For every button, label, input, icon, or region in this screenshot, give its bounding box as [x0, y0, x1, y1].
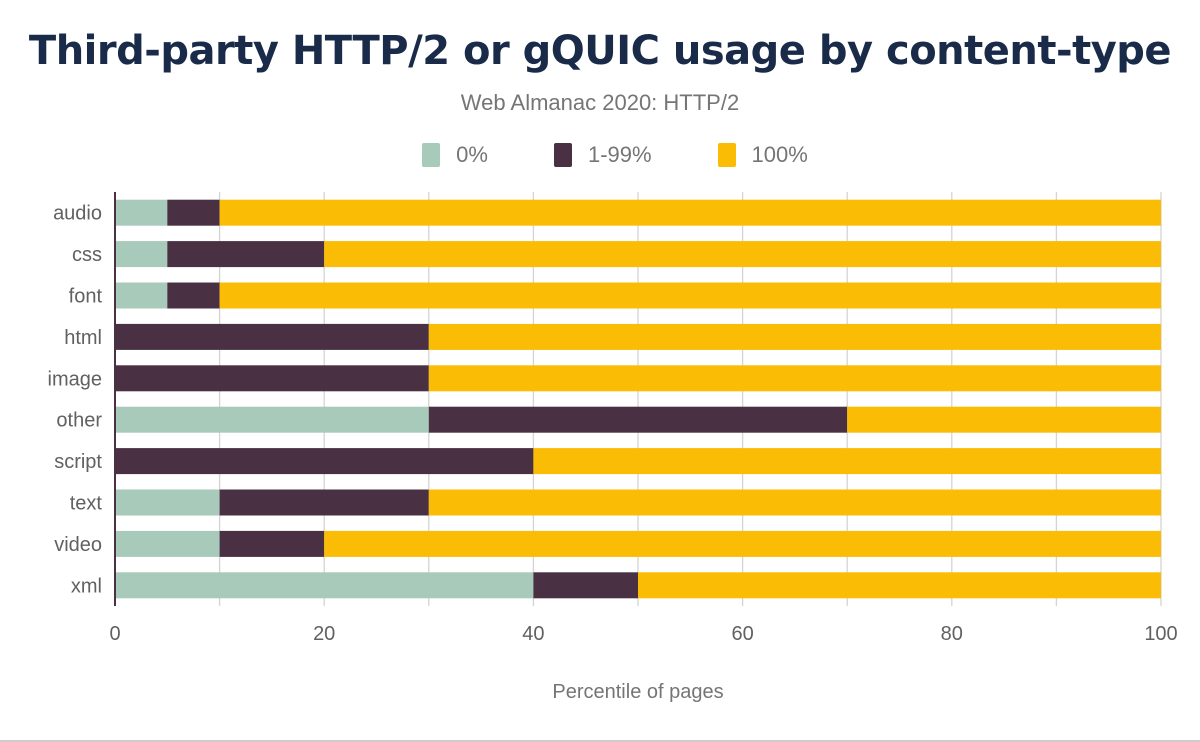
bar-font-0 — [115, 282, 168, 309]
category-label: audio — [53, 203, 102, 225]
bar-html-1 — [115, 323, 429, 350]
bar-video-2 — [324, 530, 1161, 557]
category-label: script — [54, 451, 102, 473]
category-label: xml — [71, 575, 102, 597]
category-label: css — [72, 244, 102, 266]
legend-swatch — [553, 143, 572, 167]
bar-font-2 — [219, 282, 1162, 309]
bar-other-0 — [115, 406, 429, 433]
legend-swatch — [422, 143, 441, 167]
bar-css-1 — [167, 241, 325, 268]
bar-other-1 — [428, 406, 848, 433]
bar-xml-1 — [533, 572, 638, 599]
legend-item[interactable]: 100% — [717, 142, 808, 168]
category-label: html — [64, 327, 102, 349]
category-label: text — [70, 493, 103, 515]
legend-label: 100% — [751, 142, 808, 167]
bar-text-1 — [219, 489, 429, 516]
category-label: image — [48, 368, 102, 390]
bar-text-2 — [428, 489, 1161, 516]
category-label: video — [54, 534, 102, 556]
bar-video-1 — [219, 530, 325, 557]
bar-audio-2 — [219, 199, 1162, 226]
legend-label: 0% — [456, 142, 488, 167]
x-tick-label: 20 — [313, 623, 335, 645]
bar-text-0 — [115, 489, 220, 516]
x-tick-label: 80 — [941, 623, 963, 645]
legend-swatch — [717, 143, 736, 167]
chart-subtitle: Web Almanac 2020: HTTP/2 — [460, 90, 740, 115]
x-tick-label: 100 — [1144, 623, 1177, 645]
bar-image-2 — [428, 365, 1161, 392]
legend-label: 1-99% — [587, 142, 652, 167]
bar-css-2 — [324, 241, 1161, 268]
bar-script-2 — [533, 448, 1161, 475]
x-tick-label: 60 — [731, 623, 753, 645]
x-tick-label: 40 — [522, 623, 544, 645]
legend-item[interactable]: 0% — [422, 142, 488, 168]
bar-xml-2 — [638, 572, 1161, 599]
bar-css-0 — [115, 241, 168, 268]
legend: 0% 1-99% 100% — [0, 142, 1200, 168]
bar-video-0 — [115, 530, 220, 557]
legend-item[interactable]: 1-99% — [553, 142, 652, 168]
chart-title: Third-party HTTP/2 or gQUIC usage by con… — [28, 28, 1172, 74]
x-tick-label: 0 — [109, 623, 120, 645]
bar-image-1 — [115, 365, 429, 392]
bar-script-1 — [115, 448, 534, 475]
bar-other-2 — [847, 406, 1161, 433]
bar-xml-0 — [115, 572, 534, 599]
bar-font-1 — [167, 282, 220, 309]
bar-html-2 — [428, 323, 1161, 350]
bar-audio-0 — [115, 199, 168, 226]
category-label: font — [69, 286, 103, 308]
bar-audio-1 — [167, 199, 220, 226]
category-label: other — [56, 410, 102, 432]
x-axis-label: Percentile of pages — [552, 681, 723, 703]
divider — [0, 740, 1200, 742]
